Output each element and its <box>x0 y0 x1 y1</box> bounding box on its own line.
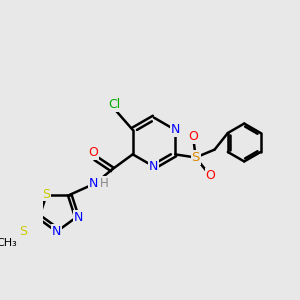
Text: Cl: Cl <box>108 98 120 112</box>
Text: S: S <box>20 225 28 239</box>
Text: CH₃: CH₃ <box>0 238 17 248</box>
Text: N: N <box>89 177 98 190</box>
Text: O: O <box>206 169 216 182</box>
Text: N: N <box>74 211 83 224</box>
Text: N: N <box>170 123 180 136</box>
Text: N: N <box>51 225 61 238</box>
Text: O: O <box>88 146 98 159</box>
Text: H: H <box>100 177 109 190</box>
Text: S: S <box>191 151 200 164</box>
Text: N: N <box>149 160 159 173</box>
Text: S: S <box>2 240 8 250</box>
Text: O: O <box>189 130 199 143</box>
Text: S: S <box>20 225 28 239</box>
Text: S: S <box>42 188 50 200</box>
